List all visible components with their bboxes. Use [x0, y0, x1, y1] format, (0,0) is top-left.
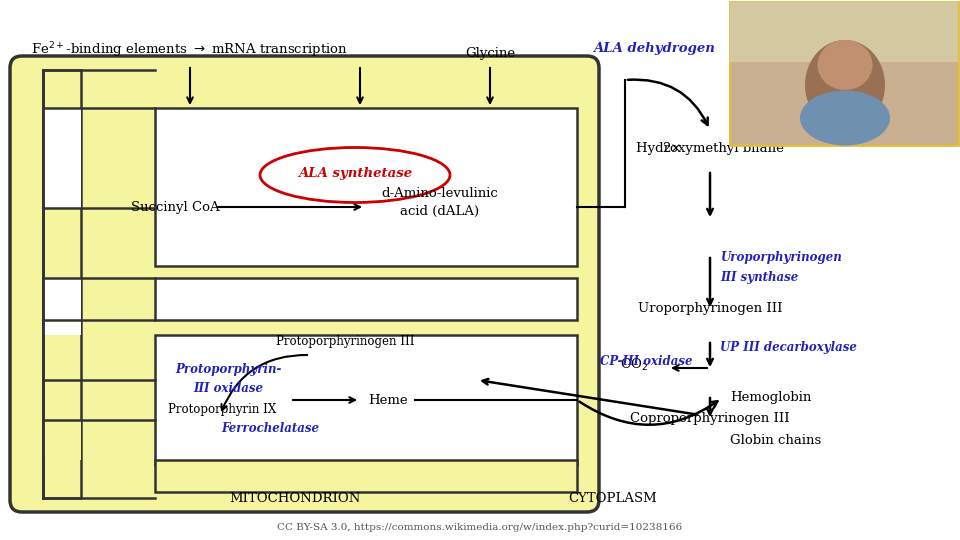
Bar: [730, 2, 958, 62]
Text: III oxidase: III oxidase: [193, 381, 263, 395]
Bar: [44, 108, 81, 208]
FancyBboxPatch shape: [10, 56, 599, 512]
FancyBboxPatch shape: [155, 335, 577, 465]
Text: CO$_2$: CO$_2$: [620, 357, 648, 373]
FancyBboxPatch shape: [155, 108, 577, 266]
Bar: [43, 70, 81, 498]
Ellipse shape: [805, 40, 885, 130]
Text: Coproporphyrinogen III: Coproporphyrinogen III: [630, 412, 790, 425]
Text: CP-III oxidase: CP-III oxidase: [600, 355, 692, 368]
Text: Uroporphyrinogen III: Uroporphyrinogen III: [637, 302, 782, 315]
Text: Ferrochelatase: Ferrochelatase: [221, 422, 319, 435]
Text: CC BY-SA 3.0, https://commons.wikimedia.org/w/index.php?curid=10238166: CC BY-SA 3.0, https://commons.wikimedia.…: [277, 523, 683, 532]
Text: ALA dehydrogen: ALA dehydrogen: [593, 42, 715, 55]
Text: d-Amino-levulinic: d-Amino-levulinic: [382, 187, 498, 200]
Ellipse shape: [800, 91, 890, 145]
Text: Fe$^{2+}$-binding elements $\rightarrow$ mRNA transcription: Fe$^{2+}$-binding elements $\rightarrow$…: [32, 40, 348, 60]
Text: Hydroxymethyl bilane: Hydroxymethyl bilane: [636, 142, 784, 155]
Text: Protoporphyrin IX: Protoporphyrin IX: [168, 403, 276, 416]
Text: Protoporphyrinogen III: Protoporphyrinogen III: [276, 335, 415, 348]
Bar: [44, 420, 81, 460]
Text: Uroporphyrinogen: Uroporphyrinogen: [720, 252, 842, 265]
Text: ALA synthetase: ALA synthetase: [298, 166, 412, 179]
Text: 2×: 2×: [662, 141, 682, 154]
Text: UP III decarboxylase: UP III decarboxylase: [720, 341, 857, 354]
Text: Globin chains: Globin chains: [730, 434, 821, 447]
Text: III synthase: III synthase: [720, 272, 799, 285]
Text: Hemoglobin: Hemoglobin: [730, 392, 811, 404]
Bar: [730, 2, 958, 145]
Text: CYTOPLASM: CYTOPLASM: [568, 491, 657, 504]
FancyBboxPatch shape: [155, 278, 577, 320]
Text: Protoporphyrin-: Protoporphyrin-: [175, 363, 281, 376]
FancyBboxPatch shape: [155, 460, 577, 492]
Text: Heme: Heme: [369, 394, 408, 407]
Text: MITOCHONDRION: MITOCHONDRION: [229, 491, 361, 504]
Ellipse shape: [818, 40, 873, 90]
Text: Glycine: Glycine: [465, 47, 516, 60]
Text: acid (dALA): acid (dALA): [400, 205, 480, 218]
Bar: [44, 278, 81, 335]
Text: Succinyl CoA: Succinyl CoA: [131, 200, 219, 213]
